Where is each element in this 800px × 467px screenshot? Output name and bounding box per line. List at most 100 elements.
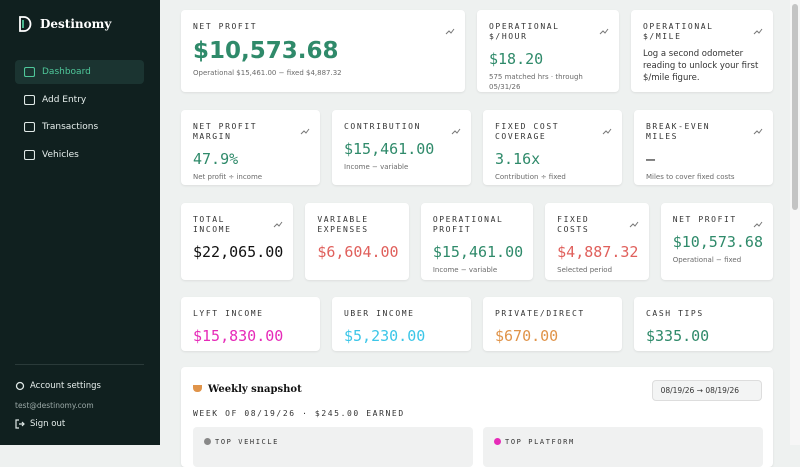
account-settings[interactable]: Account settings — [15, 381, 101, 391]
nav-item[interactable]: Add Entry — [15, 88, 144, 112]
metric-card: NET PROFIT $10,573.68 Operational $15,461.… — [181, 10, 465, 92]
card-row: NET PROFIT $10,573.68 Operational $15,461.… — [181, 10, 773, 92]
scrollbar — [790, 0, 800, 445]
card-row: NET PROFIT MARGIN 47.9% Net profit ÷ incom… — [181, 110, 773, 185]
snapshot-title: Weekly snapshot — [208, 384, 302, 395]
snapshot-sub-icon — [204, 438, 211, 445]
metric-label: OPERATIONAL PROFIT — [432, 215, 504, 234]
metric-value: $5,230.00 — [344, 327, 426, 345]
icon — [451, 121, 461, 140]
metric-card: UBER INCOME $5,230.00 — [332, 297, 471, 351]
metric-card: TOTAL INCOME $22,065.00 — [181, 203, 294, 280]
metric-value: $22,065.00 — [193, 243, 284, 261]
metric-card: OPERATIONAL $/MILE Log a second odometer … — [631, 10, 773, 92]
main: NET PROFIT $10,573.68 Operational $15,461.… — [160, 0, 790, 467]
metric-label: OPERATIONAL $/HOUR — [489, 22, 560, 41]
logo — [19, 16, 32, 32]
snapshot-sub: TOP PLATFORM — [483, 427, 763, 467]
metric-card: CASH TIPS $335.00 — [634, 297, 773, 351]
metric-card: FIXED COSTS $4,887.32 Selected period — [545, 203, 649, 280]
metric-card: OPERATIONAL $/HOUR $18.20 575 matched hrs … — [477, 10, 619, 92]
week-label: WEEK OF 08/19/26 · $245.00 EARNED — [193, 409, 405, 418]
metric-value: $18.20 — [489, 50, 544, 68]
snapshot-icon — [193, 385, 202, 392]
metric-value: $335.00 — [646, 327, 710, 345]
metric-label: FIXED COST COVERAGE — [495, 122, 560, 141]
metric-label: TOTAL INCOME — [193, 215, 232, 234]
nav-item[interactable]: Dashboard — [15, 60, 144, 84]
date-range[interactable]: 08/19/26 → 08/19/26 — [651, 380, 762, 401]
metric-label: CONTRIBUTION — [344, 122, 421, 131]
metric-value: $10,573.68 — [672, 233, 763, 251]
metric-value: $15,461.00 — [344, 140, 435, 158]
metric-card: NET PROFIT $10,573.68 Operational − fixed — [660, 203, 773, 280]
metric-card: BREAK-EVEN MILES — Miles to cover fixed co… — [634, 110, 773, 185]
sign-out[interactable]: Sign out — [15, 419, 65, 429]
metric-value: 3.16x — [495, 150, 541, 168]
metric-label: NET PROFIT — [672, 215, 737, 224]
nav-item[interactable]: Transactions — [15, 115, 144, 139]
icon — [599, 21, 609, 40]
metric-note: Income − variable — [344, 163, 409, 171]
metric-label: VARIABLE EXPENSES — [317, 215, 369, 234]
metric-note: Income − variable — [432, 266, 498, 274]
metric-card: CONTRIBUTION $15,461.00 Income − variable — [332, 110, 471, 185]
nav-label: Vehicles — [42, 149, 79, 160]
nav-label: Add Entry — [42, 94, 87, 105]
icon — [300, 121, 310, 140]
nav-label: Transactions — [42, 122, 99, 132]
icon — [753, 21, 763, 40]
snapshot-sub-label: TOP VEHICLE — [215, 438, 279, 446]
icon — [602, 121, 612, 140]
metric-note: Contribution ÷ fixed — [495, 173, 566, 181]
metric-note: Operational − fixed — [672, 256, 742, 264]
metric-label: LYFT INCOME — [193, 309, 264, 318]
metric-note: Operational $15,461.00 − fixed $4,887.32 — [193, 69, 342, 77]
metric-note: 575 matched hrs · through 05/31/26 — [489, 73, 583, 91]
icon — [273, 214, 283, 233]
metric-value: $10,573.68 — [193, 38, 339, 64]
metric-card: FIXED COST COVERAGE 3.16x Contribution ÷ f… — [483, 110, 622, 185]
metric-value: $15,830.00 — [193, 327, 284, 345]
nav-item[interactable]: Vehicles — [15, 143, 144, 167]
metric-value: $4,887.32 — [557, 243, 639, 261]
metric-label: UBER INCOME — [344, 309, 415, 318]
metric-label: NET PROFIT — [193, 22, 258, 31]
metric-note: Net profit ÷ income — [193, 173, 263, 181]
metric-card: PRIVATE/DIRECT $670.00 — [483, 297, 622, 351]
icon — [629, 214, 639, 233]
sidebar: Destinomy Dashboard Add Entry Transactions… — [0, 0, 160, 445]
metric-value: $15,461.00 — [432, 243, 524, 261]
snapshot-card: Weekly snapshot 08/19/26 → 08/19/26 WEEK O… — [181, 367, 773, 467]
metric-label: FIXED COSTS — [557, 215, 590, 234]
email: test@destinomy.com — [15, 401, 94, 410]
account-label: Account settings — [30, 381, 101, 391]
card-row: LYFT INCOME $15,830.00 UBER INCOME $5,230.0… — [181, 297, 773, 351]
snapshot-sub-label: TOP PLATFORM — [505, 438, 575, 446]
nav-label: Dashboard — [42, 67, 91, 77]
icon — [445, 21, 455, 40]
metric-note: Log a second odometer reading to unlock … — [643, 49, 759, 83]
metric-note: Miles to cover fixed costs — [646, 173, 735, 181]
metric-card: LYFT INCOME $15,830.00 — [181, 297, 320, 351]
metric-value: $670.00 — [495, 327, 559, 345]
metric-label: NET PROFIT MARGIN — [193, 122, 258, 141]
metric-label: BREAK-EVEN MILES — [646, 122, 711, 141]
metric-value: 47.9% — [193, 150, 239, 168]
metric-card: NET PROFIT MARGIN 47.9% Net profit ÷ incom… — [181, 110, 320, 185]
metric-label: OPERATIONAL $/MILE — [643, 22, 714, 41]
icon — [753, 121, 763, 140]
metric-label: PRIVATE/DIRECT — [495, 309, 585, 318]
card-row: TOTAL INCOME $22,065.00 VARIABLE EXPENSES $… — [181, 203, 773, 280]
metric-value: — — [646, 150, 656, 168]
icon — [753, 214, 763, 233]
metric-value: $6,604.00 — [317, 243, 399, 261]
snapshot-sub-icon — [494, 438, 501, 445]
snapshot-sub: TOP VEHICLE — [193, 427, 473, 467]
sign-out-label: Sign out — [30, 419, 66, 429]
brand: Destinomy — [40, 17, 112, 31]
metric-card: VARIABLE EXPENSES $6,604.00 — [305, 203, 409, 280]
metric-label: CASH TIPS — [646, 309, 704, 318]
metric-note: Selected period — [557, 266, 613, 274]
